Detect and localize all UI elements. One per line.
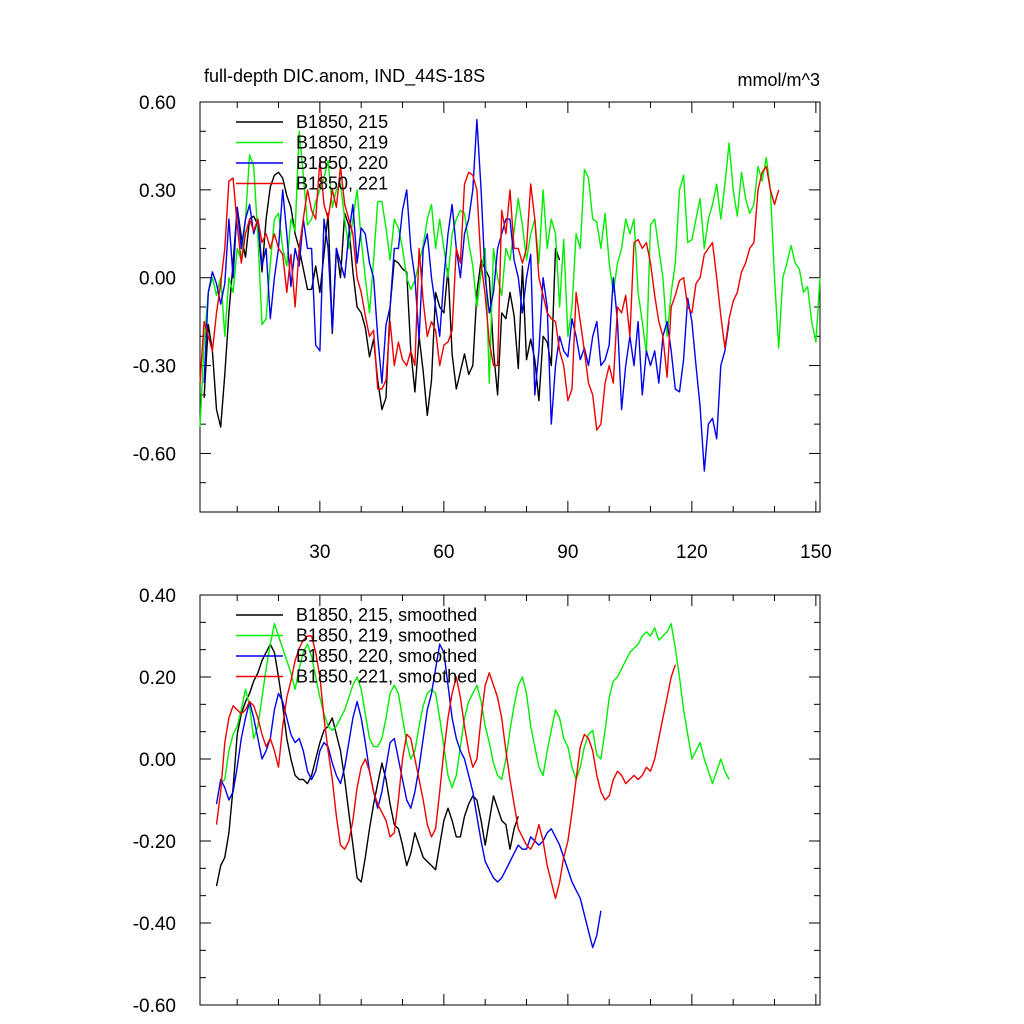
legend-label: B1850, 221, smoothed	[296, 667, 477, 687]
y-tick-label: 0.60	[139, 93, 176, 114]
y-tick-label: 0.20	[139, 668, 176, 689]
y-tick-label: 0.40	[139, 586, 176, 607]
y-tick-label: 0.00	[139, 269, 176, 290]
y-tick-label: 0.30	[139, 181, 176, 202]
top-series-group	[199, 118, 821, 472]
top-axes: 0.60 0.30 0.00 -0.30 -0.60 30 60 90 120 150	[133, 93, 832, 563]
legend-label: B1850, 220	[296, 153, 388, 173]
series-line	[203, 171, 561, 428]
legend-label: B1850, 221	[296, 174, 388, 194]
legend-label: B1850, 220, smoothed	[296, 646, 477, 666]
x-tick-label: 90	[557, 542, 578, 563]
x-tick-label: 60	[433, 542, 454, 563]
x-tick-label: 150	[800, 542, 832, 563]
y-tick-label: -0.60	[133, 996, 176, 1017]
y-tick-label: -0.40	[133, 914, 176, 935]
y-tick-label: -0.30	[133, 357, 176, 378]
bottom-plot-frame	[199, 594, 821, 1006]
y-tick-label: 0.00	[139, 750, 176, 771]
series-line	[199, 130, 821, 428]
x-tick-label: 30	[309, 542, 330, 563]
y-tick-label: -0.20	[133, 832, 176, 853]
top-chart-title: full-depth DIC.anom, IND_44S-18S	[204, 66, 485, 87]
legend-label: B1850, 219	[296, 133, 388, 153]
bottom-series-group	[215, 623, 730, 949]
series-line	[215, 635, 676, 900]
series-line	[199, 159, 780, 431]
legend-label: B1850, 215, smoothed	[296, 605, 477, 625]
top-units-label: mmol/m^3	[738, 70, 820, 90]
series-line	[220, 623, 730, 789]
legend-label: B1850, 215	[296, 112, 388, 132]
y-tick-label: -0.60	[133, 444, 176, 465]
bottom-panel: 0.40 0.20 0.00 -0.20 -0.40 -0.60 B1850, 215, …	[133, 586, 821, 1017]
series-line	[215, 643, 519, 887]
series-line	[203, 118, 730, 472]
top-panel: full-depth DIC.anom, IND_44S-18S mmol/m^…	[133, 66, 832, 563]
bottom-axes: 0.40 0.20 0.00 -0.20 -0.40 -0.60	[133, 586, 820, 1017]
series-line	[215, 643, 602, 949]
legend-label: B1850, 219, smoothed	[296, 626, 477, 646]
x-tick-label: 120	[676, 542, 708, 563]
